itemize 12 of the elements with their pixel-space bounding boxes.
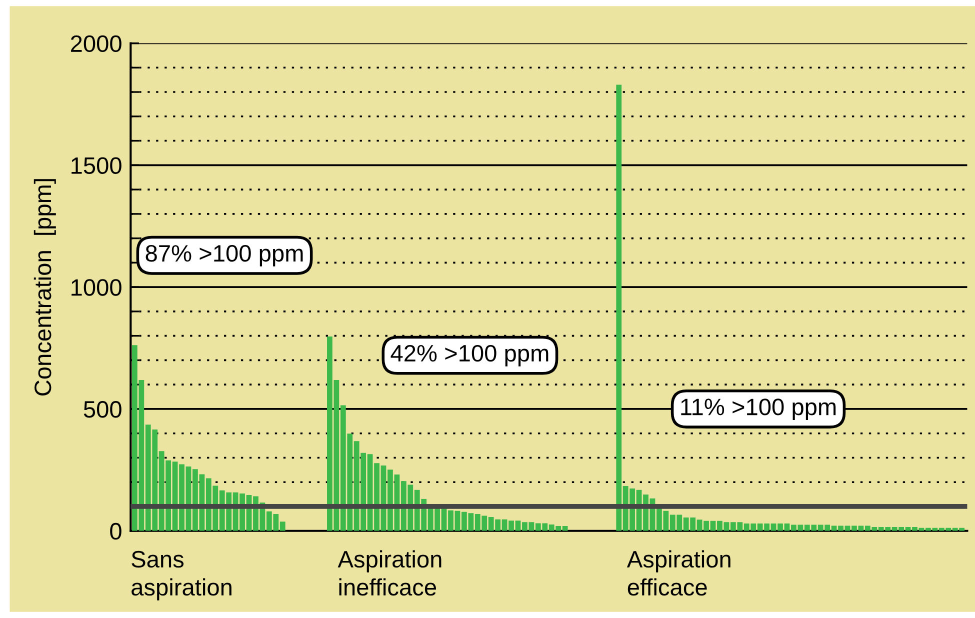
y-tick-label: 500 xyxy=(84,401,122,418)
x-tick-label: Sans aspiration xyxy=(132,550,232,600)
annotation: 42% >100 ppm xyxy=(390,344,548,366)
annotation: 87% >100 ppm xyxy=(146,244,303,266)
y-axis-title: Concentration [ppm] xyxy=(34,179,56,396)
y-tick-label: 1500 xyxy=(72,157,122,174)
x-tick-label: Aspiration inefficace xyxy=(338,550,442,596)
annotation: 11% >100 ppm xyxy=(681,398,836,420)
y-tick-label: 1000 xyxy=(72,279,122,296)
y-tick-label: 0 xyxy=(110,522,122,540)
y-tick-label: 2000 xyxy=(70,35,122,52)
x-tick-label: Aspiration efficace xyxy=(626,550,730,596)
